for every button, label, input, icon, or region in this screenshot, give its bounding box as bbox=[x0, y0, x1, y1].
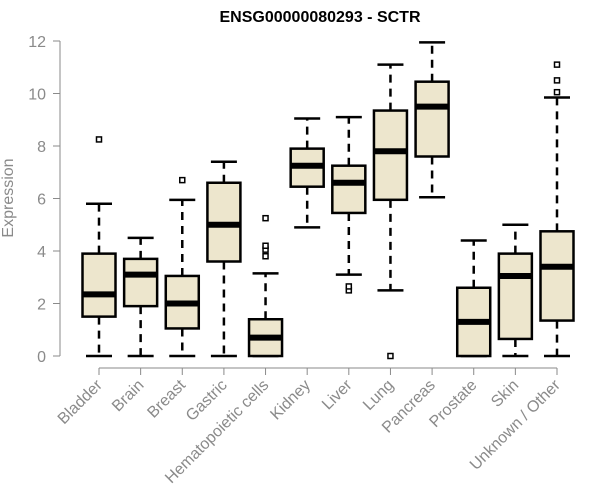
box-iqr bbox=[122, 257, 159, 308]
box-prostate bbox=[455, 239, 492, 358]
box-skin bbox=[497, 223, 534, 358]
box-iqr bbox=[372, 109, 409, 202]
y-axis-label: Expression bbox=[0, 158, 17, 237]
y-tick-label: 0 bbox=[37, 349, 46, 366]
box-iqr bbox=[81, 252, 117, 318]
boxes-group bbox=[81, 41, 575, 360]
y-tick-label: 10 bbox=[28, 87, 46, 104]
box-liver bbox=[331, 115, 367, 294]
box-iqr bbox=[414, 80, 450, 158]
box-iqr bbox=[539, 230, 575, 322]
outlier-point bbox=[553, 77, 561, 84]
y-tick-label: 6 bbox=[37, 192, 46, 209]
x-tick-label: Bladder bbox=[55, 376, 106, 427]
box-unknown-other bbox=[539, 61, 575, 358]
box-breast bbox=[164, 176, 201, 358]
x-tick-label: Lung bbox=[360, 377, 397, 414]
box-kidney bbox=[289, 117, 325, 229]
outlier-point bbox=[262, 253, 269, 260]
x-tick-label: Kidney bbox=[267, 377, 314, 424]
outlier-point bbox=[95, 136, 103, 143]
x-tick-label: Breast bbox=[144, 376, 189, 421]
box-iqr bbox=[497, 252, 534, 341]
box-bladder bbox=[81, 136, 117, 358]
x-tick-label: Liver bbox=[319, 376, 356, 413]
x-tick-label: Skin bbox=[488, 377, 522, 411]
outlier-point bbox=[179, 176, 186, 184]
outlier-point bbox=[345, 283, 353, 290]
box-brain bbox=[122, 236, 159, 358]
chart-title: ENSG00000080293 - SCTR bbox=[220, 9, 421, 26]
outlier-point bbox=[262, 214, 269, 222]
y-axis: 0 2 4 6 8 10 12 bbox=[28, 34, 61, 366]
y-tick-label: 2 bbox=[37, 297, 46, 314]
y-tick-label: 4 bbox=[37, 244, 46, 261]
outlier-point bbox=[387, 352, 394, 360]
box-hematopoietic-cells bbox=[247, 214, 284, 358]
outlier-point bbox=[262, 242, 269, 249]
box-pancreas bbox=[414, 41, 450, 199]
box-iqr bbox=[331, 164, 367, 215]
x-tick-label: Brain bbox=[109, 377, 147, 415]
y-tick-label: 8 bbox=[37, 139, 46, 156]
outlier-point bbox=[553, 61, 561, 68]
outlier-point bbox=[553, 88, 561, 96]
y-tick-label: 12 bbox=[28, 34, 46, 51]
box-lung bbox=[372, 63, 409, 360]
box-gastric bbox=[206, 160, 242, 358]
